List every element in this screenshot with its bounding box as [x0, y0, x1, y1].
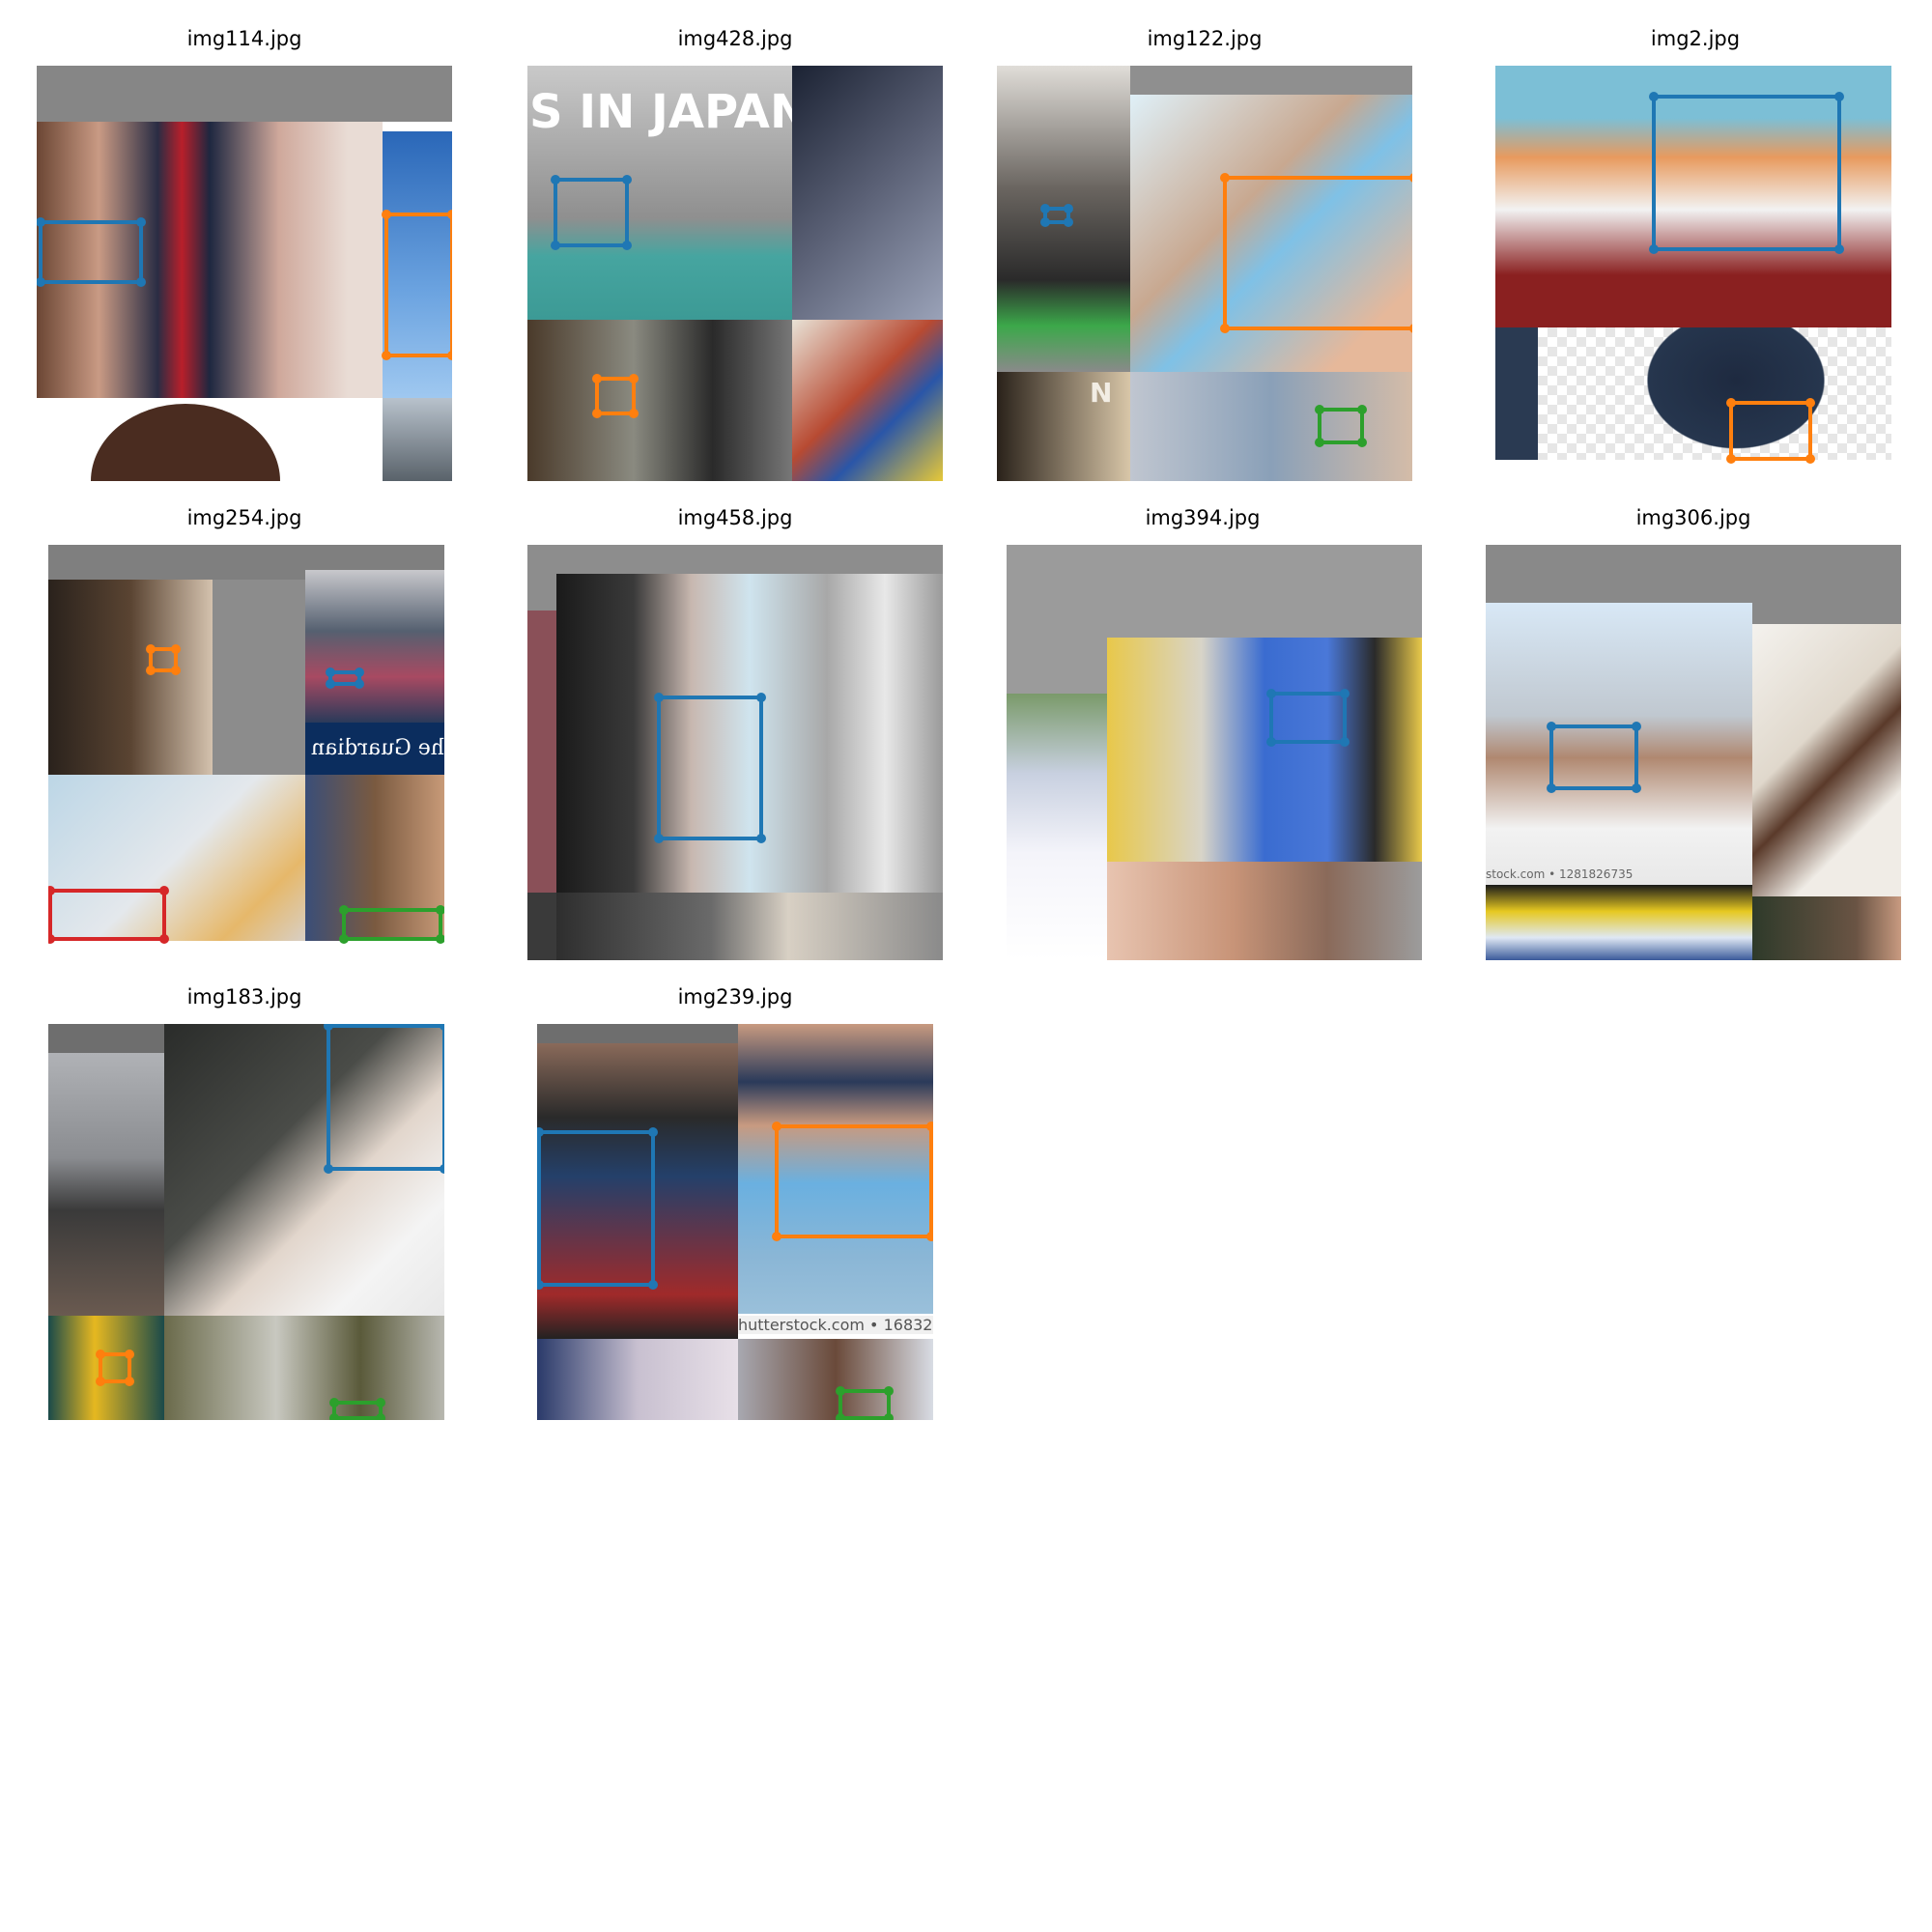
bounding-box-blue: [1040, 204, 1073, 227]
bounding-box-blue: [326, 668, 364, 689]
panel-title: img306.jpg: [1635, 506, 1751, 529]
watermark-text: stock.com • 1281826735: [1486, 867, 1634, 881]
faded-street-tile: [164, 1316, 444, 1420]
blue-mask-man-tile: [738, 1024, 933, 1314]
bounding-box-blue: [1547, 722, 1641, 793]
dark-corner-tile: [527, 893, 556, 960]
gray-strip-tile: [537, 1024, 738, 1043]
panel-title: img428.jpg: [677, 27, 793, 50]
street-tile: [792, 66, 943, 320]
blurred-tile: [1007, 694, 1107, 960]
sink-tile: [48, 775, 305, 941]
head-tile: [91, 404, 280, 481]
dark-coat-tile: [48, 580, 213, 775]
umbrella-tile: [305, 570, 444, 723]
mosaic-image: [1488, 66, 1903, 481]
mosaic-image: [1007, 545, 1422, 960]
bounding-box-blue: [654, 693, 766, 843]
gray-right-tile: [1752, 603, 1901, 624]
bounding-box-orange: [1726, 398, 1815, 464]
bounding-box-green: [1315, 405, 1367, 447]
gray-strip-tile: [1130, 66, 1412, 95]
gray-header-tile: [1007, 545, 1422, 638]
man-tile: [1752, 896, 1901, 960]
gray-left-tile: [1007, 638, 1107, 694]
worker-tile: [1107, 638, 1422, 862]
woman-city-tile: [1486, 603, 1752, 885]
bounding-box-blue: [1649, 92, 1844, 254]
guardian-tile: [305, 723, 444, 775]
bounding-box-red: [48, 886, 169, 944]
gray-fill-tile: [213, 580, 305, 775]
mosaic-image: The Guardian: [48, 545, 444, 960]
gray-strip-tile: [1486, 545, 1901, 603]
balcony-tile: [48, 1053, 164, 1316]
guardian-text: The Guardian: [311, 736, 444, 760]
blossom-tile: [537, 1339, 738, 1420]
cartoon-tile: [1495, 66, 1891, 327]
bounding-box-orange: [1220, 173, 1412, 333]
gray-header-tile: [37, 66, 452, 122]
bounding-box-green: [329, 1398, 385, 1420]
headline-text: S IN JAPAN: [529, 85, 810, 139]
panel-title: img254.jpg: [186, 506, 302, 529]
panel-title: img122.jpg: [1147, 27, 1263, 50]
masked-man-tile: [1633, 327, 1839, 460]
bounding-box-orange: [146, 644, 181, 675]
mosaic-image: stock.com • 1281826735: [1486, 545, 1901, 960]
face-closeup-tile: [1107, 862, 1422, 960]
mask-woman-tile: [1130, 95, 1412, 372]
red-side-tile: [527, 611, 556, 893]
train-tile: [527, 320, 792, 481]
mosaic-image: hutterstock.com • 16832: [537, 1024, 933, 1420]
bounding-box-green: [339, 905, 444, 944]
panel-title: img114.jpg: [186, 27, 302, 50]
panel-title: img394.jpg: [1145, 506, 1261, 529]
watermark-text: hutterstock.com • 16832: [738, 1316, 933, 1334]
bounding-box-orange: [772, 1122, 933, 1241]
photo-tile: [37, 122, 383, 398]
bridge-tile: [383, 398, 452, 481]
side-tile: [1495, 327, 1538, 460]
mosaic-image: [48, 1024, 444, 1420]
bounding-box-blue: [551, 175, 632, 250]
fabric-tile: [792, 320, 943, 481]
bounding-box-blue: [324, 1024, 444, 1174]
panel-title: img458.jpg: [677, 506, 793, 529]
mosaic-image: [527, 545, 943, 960]
bounding-box-blue: [37, 217, 146, 287]
woman-side-tile: [1752, 624, 1901, 896]
mosaic-image: [37, 66, 452, 481]
child-tile: [997, 372, 1130, 481]
mosaic-image: S IN JAPAN: [527, 66, 943, 481]
shelf-tile: [1486, 885, 1752, 960]
bounding-box-orange: [592, 374, 639, 418]
mosaic-image: N: [997, 66, 1412, 481]
panel-title: img239.jpg: [677, 985, 793, 1009]
flag-mask-tile: [537, 1043, 738, 1339]
yellow-coat-tile: [48, 1316, 164, 1420]
child-head-tile: [556, 893, 943, 960]
bounding-box-orange: [96, 1350, 134, 1386]
bounding-box-blue: [537, 1127, 658, 1290]
bounding-box-orange: [382, 210, 452, 360]
woman-tile: [305, 775, 444, 941]
bounding-box-green: [836, 1386, 894, 1420]
woman-light-tile: [738, 1339, 933, 1420]
panel-title: img183.jpg: [186, 985, 302, 1009]
street-crowd-tile: [1130, 372, 1412, 481]
panel-title: img2.jpg: [1650, 27, 1741, 50]
bounding-box-blue: [1266, 689, 1350, 747]
logo-text: N: [1090, 377, 1113, 409]
portrait-tile: [527, 66, 792, 320]
gray-strip-tile: [48, 1024, 164, 1053]
